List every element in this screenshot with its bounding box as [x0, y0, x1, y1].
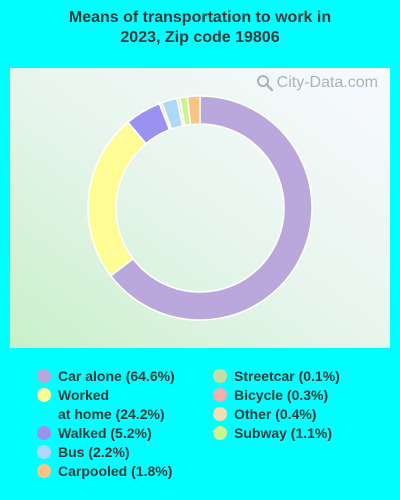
- legend-label: Carpooled (1.8%): [58, 463, 173, 479]
- legend-swatch: [213, 426, 227, 440]
- legend-item: Walked (5.2%): [37, 424, 152, 443]
- legend-swatch: [37, 445, 51, 459]
- legend-item: Other (0.4%): [213, 405, 316, 424]
- legend-swatch: [213, 388, 227, 402]
- legend-label: Car alone (64.6%): [58, 368, 175, 384]
- legend-swatch: [213, 407, 227, 421]
- donut-slice-car-alone: [109, 95, 313, 321]
- magnifier-icon: [256, 75, 273, 92]
- legend-label: Subway (1.1%): [234, 425, 333, 441]
- legend-item: Worked at home (24.2%): [37, 386, 165, 424]
- legend-label: Bus (2.2%): [58, 444, 130, 460]
- legend-item: Car alone (64.6%): [37, 367, 175, 386]
- legend-item: Bicycle (0.3%): [213, 386, 328, 405]
- legend-swatch: [37, 388, 51, 402]
- chart-title-line-1: Means of transportation to work in: [68, 9, 332, 26]
- legend-item: Carpooled (1.8%): [37, 462, 172, 481]
- watermark: City-Data.com: [256, 74, 378, 92]
- donut-slice-carpooled: [186, 95, 201, 126]
- legend-label: Streetcar (0.1%): [234, 368, 340, 384]
- donut-slice-worked-at-home: [87, 121, 148, 277]
- legend-item: Bus (2.2%): [37, 443, 130, 462]
- chart-title: Means of transportation to work in 2023,…: [0, 8, 400, 48]
- legend-swatch: [37, 369, 51, 383]
- legend-label: Other (0.4%): [234, 406, 317, 422]
- watermark-text: City-Data.com: [276, 74, 378, 91]
- chart-title-line-2: 2023, Zip code 19806: [120, 29, 280, 46]
- legend-swatch: [213, 369, 227, 383]
- legend-item: Streetcar (0.1%): [213, 367, 340, 386]
- donut-chart: [87, 95, 313, 321]
- legend: Car alone (64.6%) Worked at home (24.2%) W…: [0, 358, 400, 500]
- legend-label: Bicycle (0.3%): [234, 387, 329, 403]
- legend-swatch: [37, 464, 51, 478]
- plot-area: City-Data.com: [10, 68, 390, 348]
- legend-item: Subway (1.1%): [213, 424, 332, 443]
- legend-label: Walked (5.2%): [58, 425, 152, 441]
- legend-label: Worked at home (24.2%): [58, 387, 165, 422]
- legend-swatch: [37, 426, 51, 440]
